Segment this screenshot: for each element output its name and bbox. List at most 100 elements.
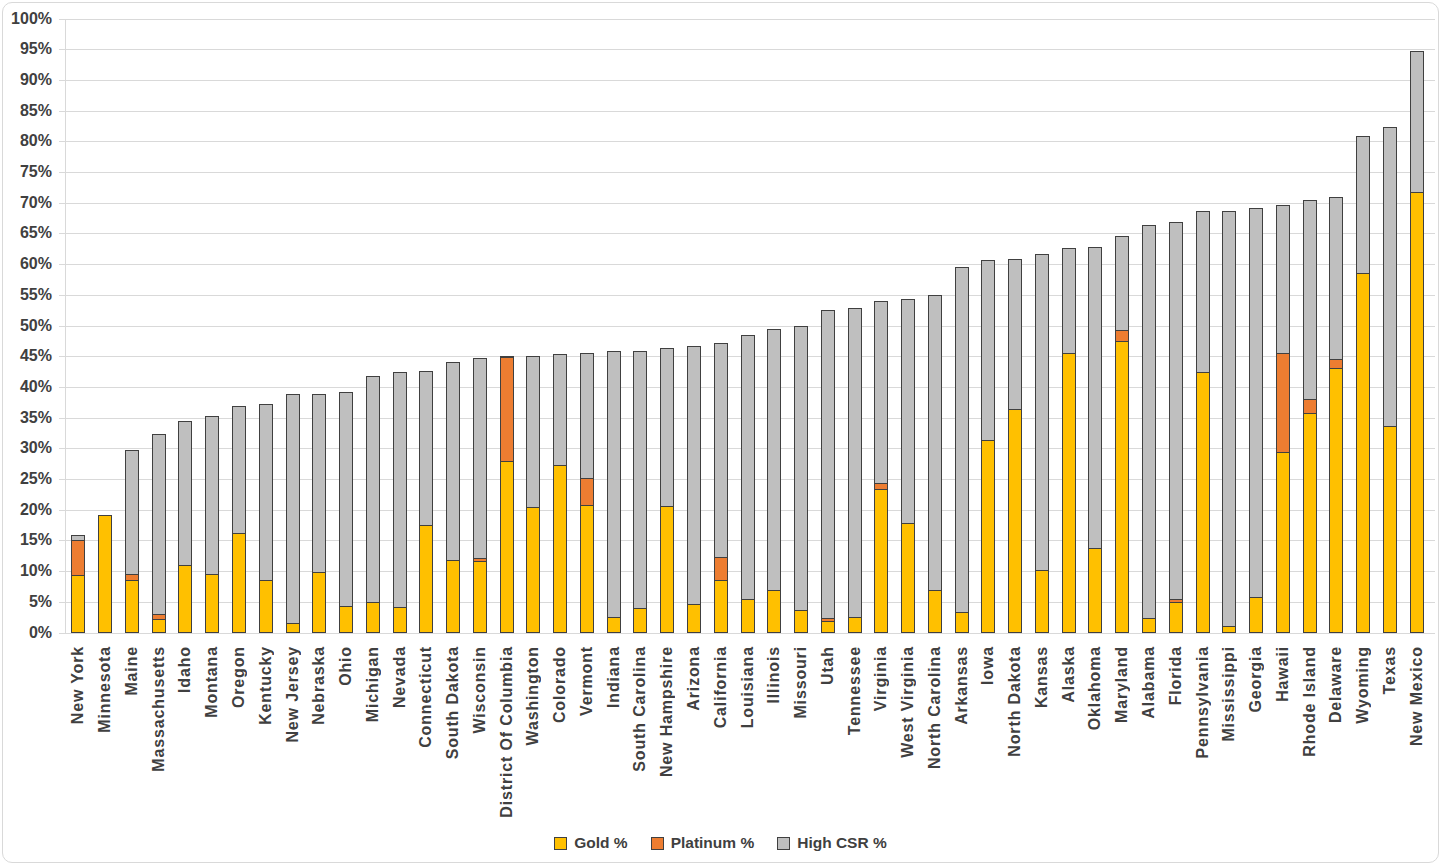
bar-segment-high-csr (981, 260, 995, 441)
x-axis-label: Hawaii (1273, 646, 1293, 702)
bar-segment-gold (874, 489, 888, 633)
x-axis-label: Colorado (550, 646, 570, 723)
x-axis-label: Rhode Island (1300, 646, 1320, 757)
x-axis-label: Florida (1166, 646, 1186, 705)
bar-segment-high-csr (500, 356, 514, 358)
bar-segment-high-csr (607, 351, 621, 618)
x-axis-label: Delaware (1326, 646, 1346, 723)
bar-segment-gold (125, 580, 139, 633)
bar-segment-gold (553, 465, 567, 633)
bar-segment-high-csr (1062, 248, 1076, 354)
bar-segment-high-csr (178, 421, 192, 566)
x-axis-label: New York (68, 646, 88, 724)
x-axis-label: Massachusetts (149, 646, 169, 772)
x-axis-label: Mississippi (1219, 646, 1239, 742)
y-axis-label: 0% (0, 623, 52, 643)
gridline (65, 172, 1435, 173)
y-axis-label: 45% (0, 346, 52, 366)
gridline (65, 203, 1435, 204)
bar-segment-high-csr (205, 416, 219, 575)
bar-segment-high-csr (901, 299, 915, 524)
x-axis-label: North Carolina (925, 646, 945, 769)
legend-item-gold: Gold % (554, 834, 627, 852)
bar-segment-high-csr (312, 394, 326, 573)
bar-segment-gold (1088, 548, 1102, 633)
bar-segment-high-csr (1196, 211, 1210, 373)
x-axis-label: Kentucky (256, 646, 276, 725)
x-axis-label: Idaho (175, 646, 195, 693)
x-axis-label: Iowa (978, 646, 998, 685)
bar-segment-high-csr (1329, 197, 1343, 360)
y-axis-label: 15% (0, 530, 52, 550)
x-axis-label: Vermont (577, 646, 597, 716)
bar-segment-gold (1356, 273, 1370, 633)
bar-segment-high-csr (1088, 247, 1102, 549)
bar-segment-gold (71, 575, 85, 633)
bar-segment-gold (928, 590, 942, 633)
y-axis-label: 35% (0, 408, 52, 428)
bar-segment-high-csr (928, 295, 942, 591)
platinum-swatch (651, 837, 664, 850)
bar-segment-gold (660, 506, 674, 633)
bar-segment-gold (741, 599, 755, 633)
bar-segment-platinum (1329, 359, 1343, 369)
bar-segment-gold (955, 612, 969, 633)
y-axis-label: 40% (0, 377, 52, 397)
bar-segment-high-csr (339, 392, 353, 607)
bar-segment-high-csr (1410, 51, 1424, 193)
x-axis-label: Maine (122, 646, 142, 696)
bar-segment-high-csr (286, 394, 300, 624)
bar-segment-gold (1222, 626, 1236, 633)
x-axis-label: Minnesota (95, 646, 115, 733)
bar-segment-gold (339, 606, 353, 633)
x-axis-label: South Dakota (443, 646, 463, 759)
x-axis-label: District Of Columbia (497, 646, 517, 818)
y-axis-line (65, 19, 66, 633)
x-axis-label: Nebraska (309, 646, 329, 725)
legend-label-high-csr: High CSR % (797, 834, 887, 852)
y-axis-label: 55% (0, 285, 52, 305)
bar-segment-gold (152, 619, 166, 633)
y-axis-tick (59, 633, 65, 634)
bar-segment-high-csr (366, 376, 380, 603)
x-axis-label: Arizona (684, 646, 704, 711)
bar-segment-high-csr (714, 343, 728, 558)
y-axis-label: 60% (0, 254, 52, 274)
x-axis-label: Kansas (1032, 646, 1052, 708)
bar-segment-high-csr (1276, 205, 1290, 354)
bar-segment-gold (446, 560, 460, 633)
y-axis-label: 100% (0, 9, 52, 29)
x-axis-label: Wyoming (1353, 646, 1373, 724)
x-axis-label: North Dakota (1005, 646, 1025, 757)
bar-segment-gold (1035, 570, 1049, 633)
bar-segment-high-csr (232, 406, 246, 534)
x-axis-label: Oklahoma (1085, 646, 1105, 730)
x-axis-label: New Jersey (283, 646, 303, 743)
y-axis-label: 10% (0, 561, 52, 581)
x-axis-label: Wisconsin (470, 646, 490, 734)
gridline (65, 633, 1435, 634)
bar-segment-gold (473, 561, 487, 633)
bar-segment-platinum (1115, 330, 1129, 342)
bar-segment-gold (259, 580, 273, 633)
bar-segment-platinum (714, 557, 728, 581)
bar-segment-gold (1303, 413, 1317, 633)
bar-segment-high-csr (1142, 225, 1156, 619)
x-axis-label: New Hampshire (657, 646, 677, 777)
bar-segment-gold (1249, 597, 1263, 633)
legend-label-platinum: Platinum % (671, 834, 755, 852)
y-axis-label: 75% (0, 162, 52, 182)
y-axis-label: 90% (0, 70, 52, 90)
bar-segment-gold (633, 608, 647, 633)
bar-segment-high-csr (1249, 208, 1263, 598)
x-axis-label: Texas (1380, 646, 1400, 694)
bar-segment-gold (1142, 618, 1156, 633)
x-axis-label: Nevada (390, 646, 410, 708)
x-axis-label: Virginia (871, 646, 891, 711)
x-axis-label: South Carolina (630, 646, 650, 772)
legend-item-platinum: Platinum % (651, 834, 755, 852)
x-axis-label: Alaska (1059, 646, 1079, 703)
x-axis-label: Illinois (764, 646, 784, 703)
bar-segment-high-csr (1169, 222, 1183, 600)
bar-segment-gold (232, 533, 246, 633)
